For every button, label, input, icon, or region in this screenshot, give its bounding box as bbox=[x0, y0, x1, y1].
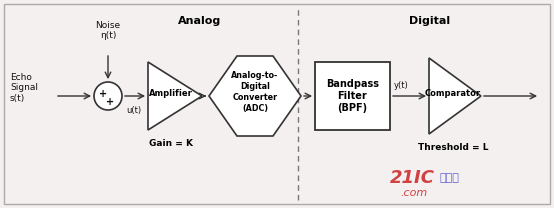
Text: 21IC: 21IC bbox=[390, 169, 435, 187]
Text: Bandpass
Filter
(BPF): Bandpass Filter (BPF) bbox=[326, 79, 379, 113]
Text: +: + bbox=[99, 89, 107, 99]
Text: u(t): u(t) bbox=[126, 105, 141, 114]
Polygon shape bbox=[209, 56, 301, 136]
Text: Amplifier: Amplifier bbox=[149, 88, 193, 98]
Polygon shape bbox=[429, 58, 481, 134]
Text: Digital: Digital bbox=[409, 16, 450, 26]
Circle shape bbox=[94, 82, 122, 110]
Text: Noise
η(t): Noise η(t) bbox=[95, 21, 121, 40]
Text: 电子网: 电子网 bbox=[440, 173, 460, 183]
FancyBboxPatch shape bbox=[315, 62, 390, 130]
Polygon shape bbox=[148, 62, 202, 130]
Text: +: + bbox=[106, 97, 114, 107]
Text: Analog: Analog bbox=[178, 16, 222, 26]
Text: y(t): y(t) bbox=[394, 82, 409, 90]
Text: Analog-to-
Digital
Converter
(ADC): Analog-to- Digital Converter (ADC) bbox=[232, 71, 279, 113]
Text: Threshold = L: Threshold = L bbox=[418, 144, 488, 152]
Text: Echo
Signal
s(t): Echo Signal s(t) bbox=[10, 73, 38, 103]
FancyBboxPatch shape bbox=[4, 4, 550, 204]
Text: Gain = K: Gain = K bbox=[149, 140, 193, 149]
Text: Comparator: Comparator bbox=[425, 88, 481, 98]
Text: .com: .com bbox=[400, 188, 427, 198]
